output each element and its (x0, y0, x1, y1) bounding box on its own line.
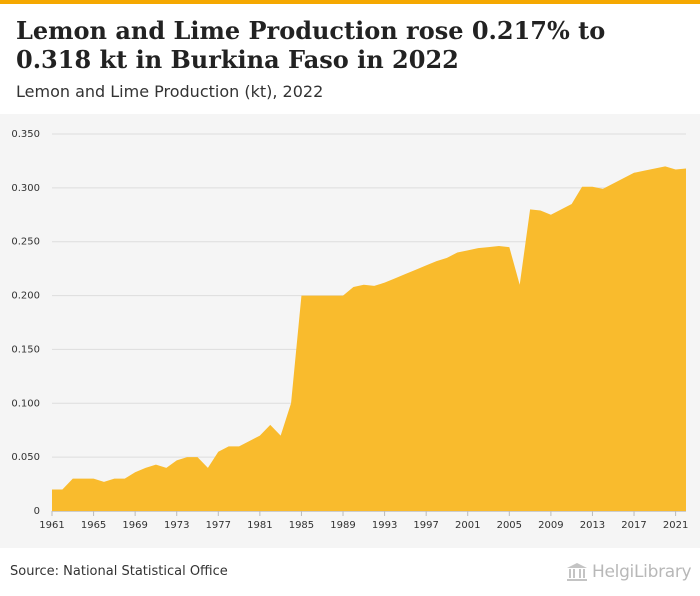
production-area-series (52, 166, 686, 512)
header: Lemon and Lime Production rose 0.217% to… (0, 4, 700, 114)
x-tick-label: 1973 (164, 520, 189, 531)
chart-subtitle: Lemon and Lime Production (kt), 2022 (16, 82, 324, 101)
x-tick-label: 1997 (413, 520, 438, 531)
x-tick-label: 2013 (580, 520, 605, 531)
x-tick-label: 1977 (206, 520, 231, 531)
helgi-library-logo[interactable]: HelgiLibrary (566, 560, 692, 584)
y-tick-label: 0.250 (11, 237, 40, 248)
source-note: Source: National Statistical Office (10, 564, 228, 579)
x-tick-label: 2001 (455, 520, 480, 531)
chart-area: 0 0.050 0.100 0.150 0.200 0.250 0.300 0.350 1961… (0, 114, 700, 548)
x-tick-label: 1985 (289, 520, 314, 531)
y-tick-label: 0.300 (11, 183, 40, 194)
library-building-icon (567, 563, 587, 581)
area-chart: 0 0.050 0.100 0.150 0.200 0.250 0.300 0.350 1961… (11, 129, 688, 531)
x-tick-label: 1993 (372, 520, 397, 531)
x-tick-label: 2009 (538, 520, 563, 531)
x-tick-label: 1989 (330, 520, 355, 531)
page-title: Lemon and Lime Production rose 0.217% to… (16, 16, 606, 74)
x-tick-label: 1981 (247, 520, 272, 531)
x-tick-label: 2005 (497, 520, 522, 531)
footer: Source: National Statistical Office Helg… (0, 548, 700, 596)
y-tick-label: 0.150 (11, 344, 40, 355)
y-tick-label: 0.350 (11, 129, 40, 140)
x-tick-label: 1965 (81, 520, 106, 531)
y-tick-label: 0 (34, 506, 40, 517)
accent-bar (0, 0, 700, 4)
y-tick-label: 0.200 (11, 291, 40, 302)
x-tick-label: 1961 (39, 520, 64, 531)
logo-text: HelgiLibrary (592, 562, 692, 582)
x-tick-label: 2017 (621, 520, 646, 531)
x-tick-label: 2021 (663, 520, 688, 531)
y-tick-label: 0.100 (11, 398, 40, 409)
x-tick-label: 1969 (122, 520, 147, 531)
y-tick-label: 0.050 (11, 452, 40, 463)
